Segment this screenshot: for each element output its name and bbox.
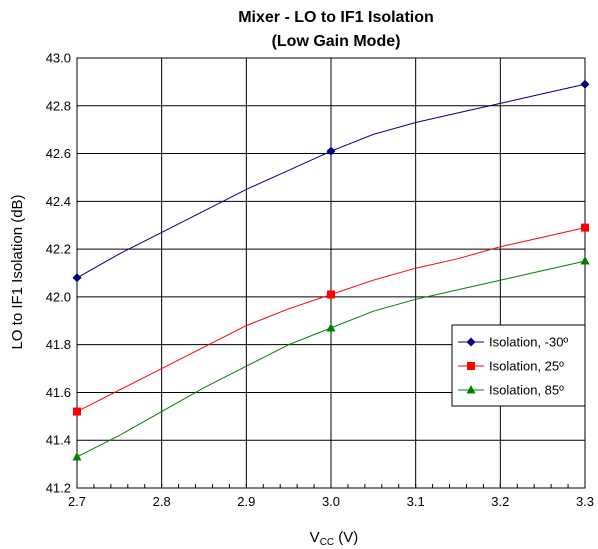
x-tick-label: 3.1 xyxy=(407,494,425,509)
legend-entry: Isolation, -30º xyxy=(458,335,568,350)
marker-triangle xyxy=(326,322,336,332)
legend-label: Isolation, 25º xyxy=(489,359,564,374)
x-tick-label: 3.3 xyxy=(576,494,594,509)
chart-title: Mixer - LO to IF1 Isolation xyxy=(238,9,434,26)
x-axis-label-main: V xyxy=(310,529,320,546)
y-tick-label: 42.6 xyxy=(46,146,71,161)
y-tick-label: 41.6 xyxy=(46,385,71,400)
y-tick-label: 41.8 xyxy=(46,337,71,352)
marker-triangle xyxy=(466,385,476,394)
y-tick-label: 42.4 xyxy=(46,194,71,209)
tick-labels: 2.7 2.8 2.9 3.0 3.1 3.2 3.3 41.2 41.4 41.6 41.8 42.… xyxy=(46,51,594,510)
y-axis-label: LO to IF1 Isolation (dB) xyxy=(9,194,26,349)
grid xyxy=(77,58,585,488)
marker-square xyxy=(467,362,475,370)
series xyxy=(72,256,590,461)
y-tick-label: 41.4 xyxy=(46,433,71,448)
y-tick-label: 42.8 xyxy=(46,98,71,113)
y-tick-label: 42.2 xyxy=(46,242,71,257)
x-tick-label: 2.8 xyxy=(153,494,171,509)
y-tick-label: 43.0 xyxy=(46,51,71,66)
y-tick-label: 41.2 xyxy=(46,481,71,496)
x-tick-label: 3.2 xyxy=(491,494,509,509)
chart-subtitle: (Low Gain Mode) xyxy=(272,33,401,50)
x-tick-label: 3.0 xyxy=(322,494,340,509)
marker-diamond xyxy=(326,146,336,156)
marker-diamond xyxy=(466,337,476,347)
legend-entry: Isolation, 25º xyxy=(458,359,564,374)
legend-label: Isolation, -30º xyxy=(489,335,568,350)
series-group xyxy=(72,79,590,461)
marker-diamond xyxy=(580,79,590,89)
marker-triangle xyxy=(580,256,590,265)
x-axis-label-subscript: CC xyxy=(320,537,334,548)
legend-entry: Isolation, 85º xyxy=(458,383,564,398)
legend: Isolation, -30º Isolation, 25º Isolation, … xyxy=(451,324,586,407)
series xyxy=(73,223,589,416)
x-axis-label-unit: (V) xyxy=(334,529,358,546)
marker-square xyxy=(73,407,81,416)
legend-label: Isolation, 85º xyxy=(489,383,564,398)
series xyxy=(72,79,590,283)
y-tick-label: 42.0 xyxy=(46,289,71,304)
marker-diamond xyxy=(72,273,82,283)
marker-square xyxy=(581,223,589,232)
x-tick-label: 2.7 xyxy=(68,494,86,509)
x-tick-label: 2.9 xyxy=(237,494,255,509)
marker-triangle xyxy=(72,451,82,461)
marker-square xyxy=(327,290,335,299)
minor-ticks xyxy=(76,484,586,488)
x-axis-label: VCC (V) xyxy=(310,529,359,548)
plot-area-frame xyxy=(76,57,586,489)
